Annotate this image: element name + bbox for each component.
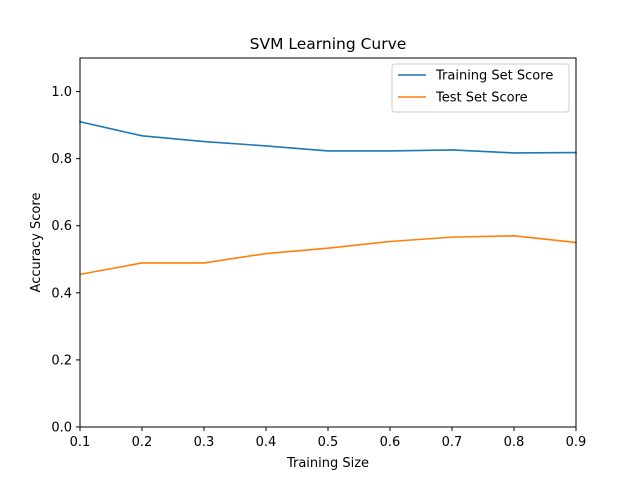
x-tick-label: 0.4 bbox=[256, 435, 277, 450]
y-tick-label: 1.0 bbox=[51, 85, 72, 100]
series-line-2 bbox=[79, 234, 577, 276]
y-tick-label: 0.2 bbox=[51, 353, 72, 368]
y-tick-label: 0.0 bbox=[51, 421, 72, 436]
x-tick-label: 0.3 bbox=[194, 435, 215, 450]
y-tick-label: 0.6 bbox=[51, 219, 72, 234]
x-tick-label: 0.6 bbox=[380, 435, 401, 450]
x-axis-label: Training Size bbox=[286, 456, 369, 471]
x-axis: 0.1 0.2 0.3 0.4 0.5 0.6 0.7 0.8 0.9 bbox=[70, 427, 587, 450]
legend-box bbox=[391, 63, 570, 113]
y-axis-label: Accuracy Score bbox=[29, 193, 44, 293]
x-tick-label: 0.8 bbox=[504, 435, 525, 450]
legend-label-1: Training Set Score bbox=[435, 69, 553, 84]
series-line-1 bbox=[79, 120, 577, 154]
x-tick-label: 0.1 bbox=[70, 435, 91, 450]
y-axis: 0.0 0.2 0.4 0.6 0.8 1.0 bbox=[51, 85, 80, 436]
y-tick-label: 0.4 bbox=[51, 286, 72, 301]
x-tick-label: 0.5 bbox=[318, 435, 339, 450]
legend-label-2: Test Set Score bbox=[435, 91, 528, 106]
legend: Training Set Score Test Set Score bbox=[391, 63, 570, 113]
y-tick-label: 0.8 bbox=[51, 152, 72, 167]
x-tick-label: 0.7 bbox=[442, 435, 463, 450]
x-tick-label: 0.2 bbox=[132, 435, 153, 450]
chart-title: SVM Learning Curve bbox=[250, 35, 407, 53]
x-tick-label: 0.9 bbox=[566, 435, 587, 450]
series-layer bbox=[79, 120, 577, 276]
